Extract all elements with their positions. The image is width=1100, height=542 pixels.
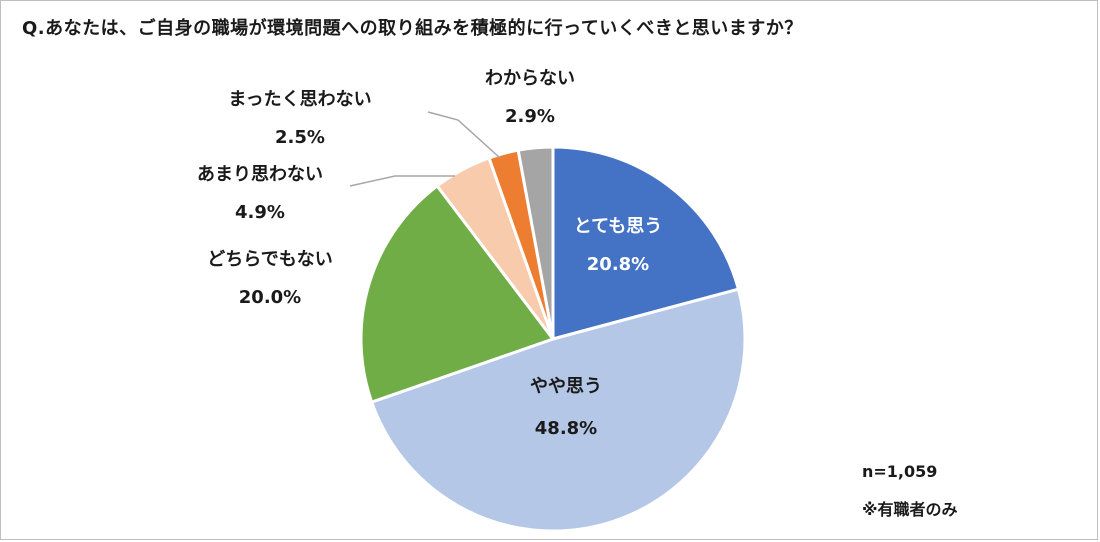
slice-3-category-label: どちらでもない <box>207 249 332 270</box>
pie-slices <box>359 145 747 533</box>
slice-5-category-label: まったく思わない <box>228 89 371 110</box>
slice-1-category-label: とても思う <box>574 216 663 237</box>
scope-note: ※有職者のみ <box>862 500 958 519</box>
chart-title: Q.あなたは、ご自身の職場が環境問題への取り組みを積極的に行っていくべきと思いま… <box>22 18 803 39</box>
slice-5-value-label: 2.5% <box>275 127 325 148</box>
slice-6-category-label: わからない <box>485 68 575 89</box>
slice-6-value-label: 2.9% <box>505 106 555 127</box>
slice-4-value-label: 4.9% <box>235 202 285 223</box>
slice-2-value-label: 48.8% <box>535 418 597 439</box>
slice-6-wedge <box>516 145 555 340</box>
slice-2-category-label: やや思う <box>530 376 602 397</box>
slice-labels: とても思う 20.8% やや思う 48.8% どちらでもない 20.0% あまり思わない 4.… <box>197 68 662 439</box>
slice-4-category-label: あまり思わない <box>197 164 323 185</box>
slice-5-leader-line <box>427 111 501 159</box>
slice-3-wedge <box>359 183 556 405</box>
slice-2-wedge <box>369 287 747 533</box>
slice-1-value-label: 20.8% <box>587 254 649 275</box>
sample-size-note: n=1,059 <box>862 462 938 481</box>
slice-4-leader-line <box>349 175 455 187</box>
leader-lines <box>349 111 501 187</box>
slice-3-value-label: 20.0% <box>239 287 301 308</box>
slice-1-wedge <box>551 145 741 341</box>
